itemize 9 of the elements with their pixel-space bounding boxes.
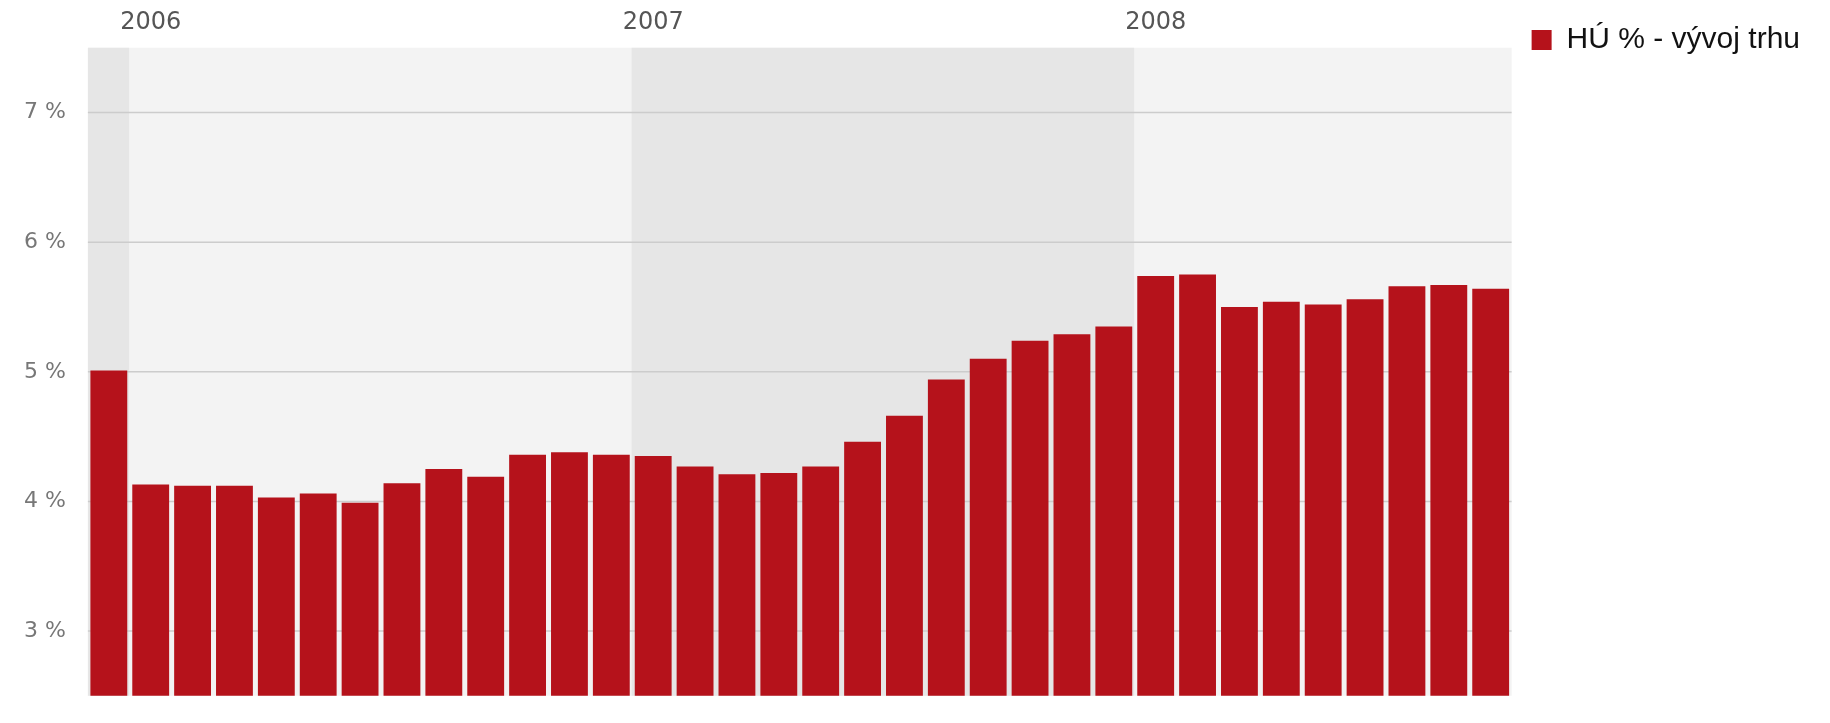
y-tick-label: 3 % <box>23 616 66 642</box>
y-tick-label: 5 % <box>23 357 66 383</box>
x-tick-label: 2008 <box>1125 6 1187 35</box>
y-tick-label: 4 % <box>23 487 66 513</box>
legend-label: HÚ % - vývoj trhu <box>1566 21 1801 55</box>
x-tick-label: 2006 <box>120 6 182 35</box>
y-tick-label: 7 % <box>23 98 66 124</box>
y-tick-label: 6 % <box>23 227 66 253</box>
x-tick-label: 2007 <box>622 6 684 35</box>
